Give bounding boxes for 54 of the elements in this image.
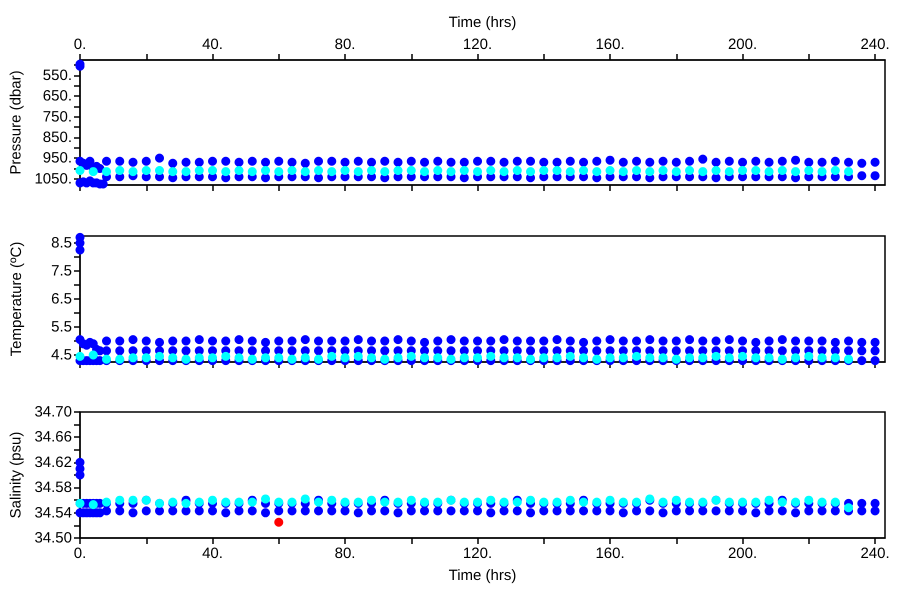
x2-tick-label: 120. — [462, 36, 492, 53]
y-tick-label: 4.5 — [51, 346, 72, 364]
x-tick-label: 200. — [728, 545, 758, 562]
x2-tick-label: 80. — [334, 36, 356, 53]
y-tick-label: 850. — [42, 128, 72, 146]
point — [367, 496, 376, 505]
point — [526, 496, 536, 505]
y-axis-title: Temperature (ºC) — [8, 242, 25, 356]
y-tick-label: 750. — [42, 108, 72, 126]
x2-tick-label: 200. — [728, 36, 758, 53]
point — [115, 496, 124, 505]
point — [300, 494, 310, 504]
point — [182, 498, 191, 508]
x2-tick-label: 160. — [595, 36, 625, 53]
y-tick-label: 650. — [42, 88, 72, 105]
x-tick-label: 120. — [462, 545, 492, 562]
x-tick-label: 240. — [860, 545, 890, 562]
y-tick-label: 34.58 — [34, 479, 72, 496]
y-tick-label: 7.5 — [51, 262, 72, 280]
y-tick-label: 34.50 — [34, 530, 72, 546]
x2-tick-label: 40. — [202, 36, 223, 53]
point — [804, 496, 814, 505]
x-axis-title: Time (hrs) — [448, 567, 516, 584]
y-tick-label: 1050. — [34, 170, 72, 188]
point — [844, 503, 854, 512]
y-tick-label: 950. — [42, 150, 72, 167]
point — [672, 496, 681, 505]
x-tick-label: 40. — [202, 545, 223, 562]
y-tick-label: 550. — [42, 66, 72, 84]
point — [274, 518, 284, 527]
point — [764, 496, 774, 505]
x2-axis-title: Time (hrs) — [448, 14, 516, 31]
y-tick-label: 34.66 — [34, 428, 72, 446]
y-tick-label: 5.5 — [51, 318, 72, 336]
point — [406, 496, 416, 505]
x-tick-label: 0. — [74, 545, 86, 562]
y-tick-label: 34.70 — [34, 404, 72, 420]
point — [327, 496, 336, 505]
y-axis-title: Pressure (dbar) — [8, 70, 25, 175]
point — [208, 496, 218, 505]
point — [261, 494, 270, 504]
y-tick-label: 34.62 — [34, 454, 72, 471]
x2-tick-label: 240. — [860, 36, 890, 53]
x-tick-label: 160. — [595, 545, 625, 562]
y-tick-label: 34.54 — [34, 504, 72, 522]
point — [128, 496, 138, 505]
y-tick-label: 6.5 — [51, 290, 72, 308]
x-tick-label: 80. — [334, 545, 356, 562]
y-axis-title: Salinity (psu) — [8, 432, 25, 518]
point — [486, 496, 496, 505]
y-tick-label: 8.5 — [51, 234, 72, 252]
point — [566, 496, 575, 505]
x2-tick-label: 0. — [74, 36, 86, 53]
point — [606, 496, 615, 505]
